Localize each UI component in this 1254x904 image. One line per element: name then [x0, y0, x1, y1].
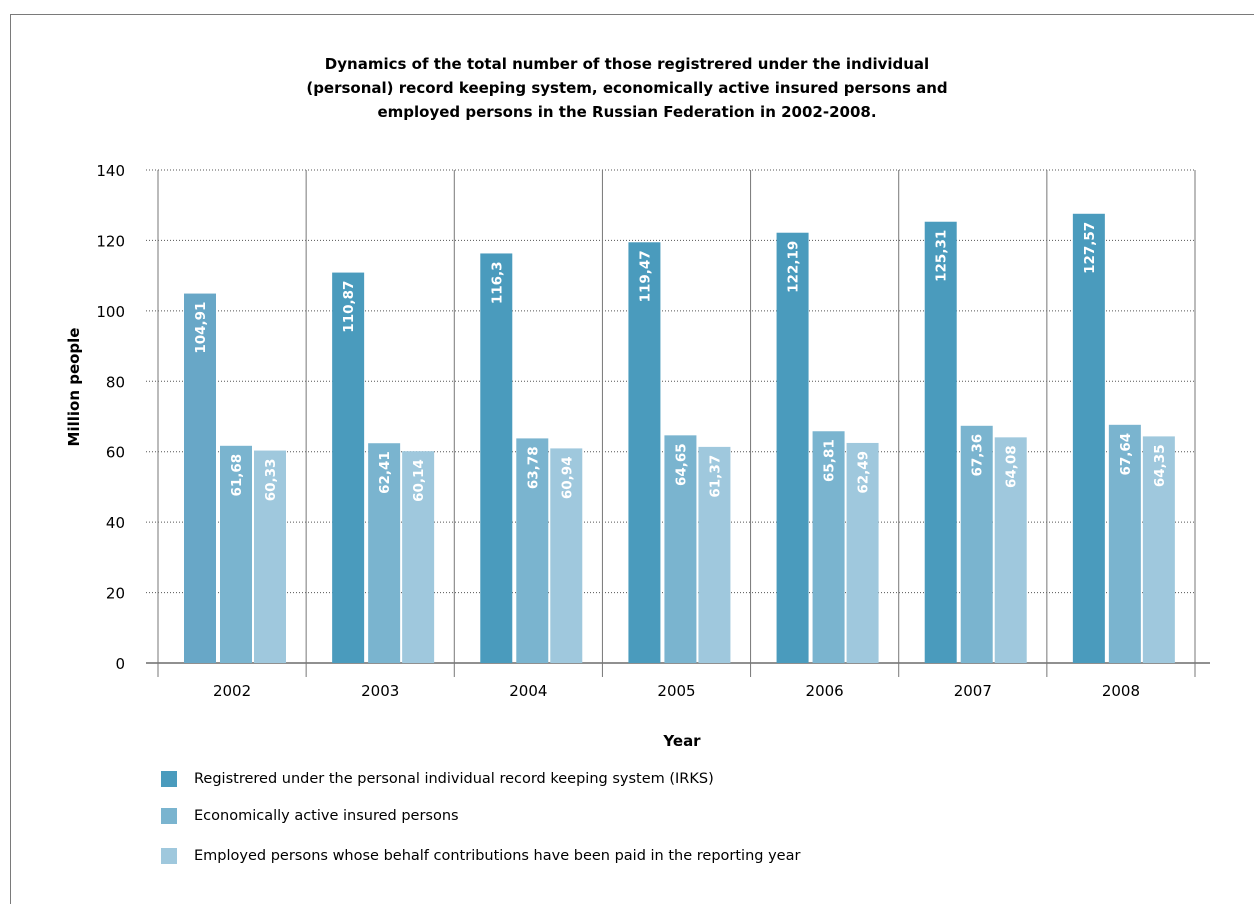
- data-label-2005-series-0: 119,47: [637, 250, 653, 302]
- data-label-2005-series-2: 61,37: [707, 455, 723, 498]
- legend-swatch-employed: [161, 848, 177, 864]
- data-label-2002-series-0: 104,91: [193, 302, 209, 354]
- data-label-2007-series-1: 67,36: [970, 434, 986, 477]
- legend-item-irks: Registrered under the personal individua…: [161, 771, 714, 787]
- bar-2007-series-1: [960, 425, 993, 663]
- y-tick-label-60: 60: [106, 444, 125, 462]
- data-label-2002-series-1: 61,68: [229, 454, 245, 497]
- bar-2005-series-2: [698, 446, 731, 663]
- data-label-2004-series-1: 63,78: [525, 446, 541, 489]
- legend-swatch-economically-active: [161, 808, 177, 824]
- data-label-2002-series-2: 60,33: [263, 459, 279, 502]
- legend-item-economically-active: Economically active insured persons: [161, 808, 459, 824]
- bar-2004-series-0: [480, 253, 513, 663]
- data-label-2008-series-1: 67,64: [1118, 433, 1134, 476]
- bar-2007-series-2: [994, 437, 1027, 663]
- legend-item-employed: Employed persons whose behalf contributi…: [161, 848, 800, 864]
- data-label-2003-series-2: 60,14: [411, 459, 427, 502]
- bar-2003-series-2: [402, 451, 435, 663]
- bar-2008-series-0: [1072, 213, 1105, 663]
- data-label-2007-series-0: 125,31: [934, 230, 950, 282]
- bar-2003-series-1: [368, 443, 401, 663]
- bar-2008-series-2: [1142, 436, 1175, 663]
- x-tick-label-2007: 2007: [954, 682, 992, 700]
- y-tick-label-100: 100: [96, 303, 125, 321]
- legend-label-economically-active: Economically active insured persons: [194, 808, 459, 824]
- y-tick-label-0: 0: [115, 655, 125, 673]
- data-label-2006-series-1: 65,81: [822, 439, 838, 482]
- bar-2008-series-1: [1108, 424, 1141, 663]
- x-axis-title: Year: [662, 732, 701, 750]
- data-label-2003-series-0: 110,87: [341, 281, 357, 333]
- legend-label-employed: Employed persons whose behalf contributi…: [194, 848, 801, 864]
- y-tick-label-40: 40: [106, 514, 125, 532]
- data-label-2004-series-0: 116,3: [489, 261, 505, 304]
- y-axis-title: Million people: [65, 328, 83, 447]
- legend-swatch-irks: [161, 771, 177, 787]
- bar-2005-series-1: [664, 435, 697, 663]
- data-label-2005-series-1: 64,65: [673, 443, 689, 486]
- data-label-2004-series-2: 60,94: [559, 456, 575, 499]
- bar-2006-series-2: [846, 442, 879, 663]
- y-tick-label-80: 80: [106, 373, 125, 391]
- y-tick-label-120: 120: [96, 232, 125, 250]
- x-tick-label-2006: 2006: [806, 682, 844, 700]
- legend-label-irks: Registrered under the personal individua…: [194, 771, 714, 787]
- bar-2005-series-0: [628, 242, 661, 663]
- bar-2004-series-2: [550, 448, 583, 663]
- bar-2006-series-1: [812, 431, 845, 663]
- x-tick-label-2002: 2002: [213, 682, 251, 700]
- chart-frame: [10, 14, 1254, 904]
- bar-2002-series-0: [184, 293, 216, 663]
- data-label-2008-series-2: 64,35: [1152, 444, 1168, 487]
- bar-2002-series-1: [220, 445, 252, 663]
- bar-2006-series-0: [776, 232, 809, 663]
- x-tick-label-2005: 2005: [657, 682, 695, 700]
- chart-title: Dynamics of the total number of those re…: [306, 55, 948, 121]
- bar-2003-series-0: [332, 272, 365, 663]
- data-label-2007-series-2: 64,08: [1004, 445, 1020, 488]
- y-tick-label-140: 140: [96, 162, 125, 180]
- x-tick-label-2008: 2008: [1102, 682, 1140, 700]
- bar-2007-series-0: [924, 221, 957, 663]
- data-label-2006-series-2: 62,49: [856, 451, 872, 494]
- data-label-2003-series-1: 62,41: [377, 451, 393, 494]
- data-label-2008-series-0: 127,57: [1082, 222, 1098, 274]
- x-tick-label-2004: 2004: [509, 682, 547, 700]
- bar-2004-series-1: [516, 438, 549, 663]
- x-tick-label-2003: 2003: [361, 682, 399, 700]
- bar-2002-series-2: [254, 450, 286, 663]
- data-label-2006-series-0: 122,19: [786, 241, 802, 293]
- y-tick-label-20: 20: [106, 585, 125, 603]
